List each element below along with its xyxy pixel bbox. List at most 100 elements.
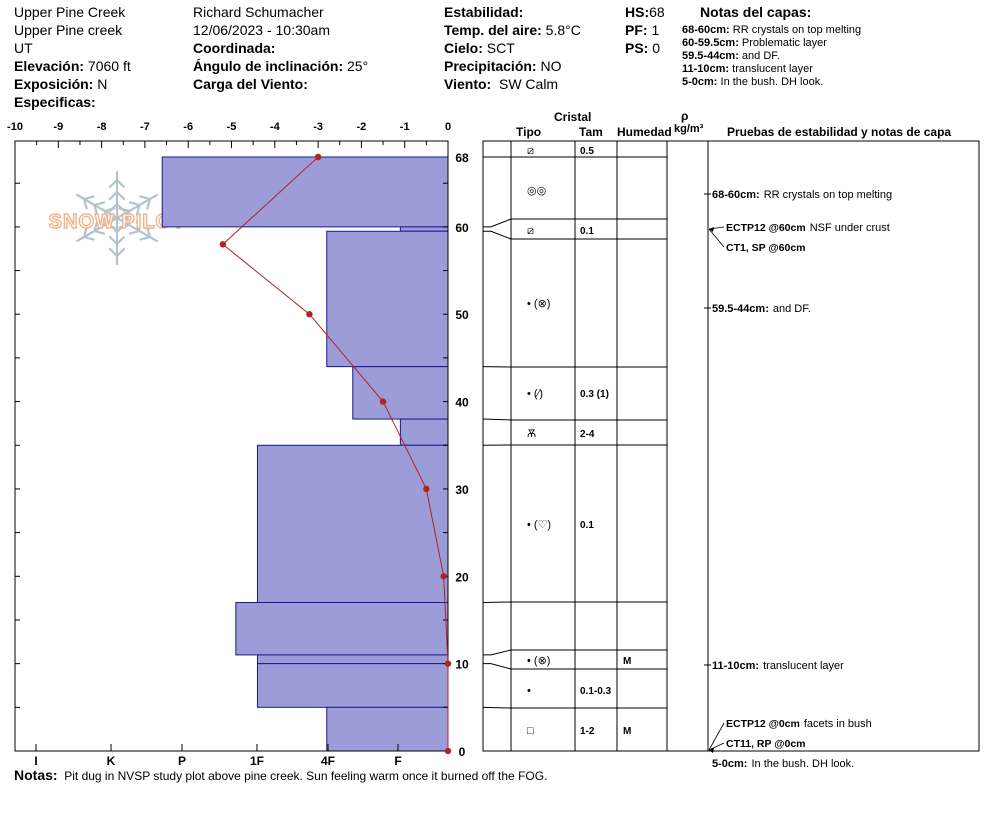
stability-label: Estabilidad: [444,4,524,20]
ps: PS: 0 [625,41,660,55]
density-unit-header: kg/m³ [674,123,704,135]
temp-point [379,398,387,405]
crystal-type-glyph: ◎◎ [527,185,546,197]
stability-test-note: facets in bush [804,718,872,730]
depth-axis: 68 60 50 40 30 20 10 0 [15,151,469,759]
depth-tick-label: 60 [455,221,469,235]
temp-tick-label: -1 [400,121,410,133]
temp-point [314,153,322,161]
temp-tick-label: -9 [53,121,63,133]
stability-test-note: translucent layer [763,660,844,672]
snow-pilot-logo: SNOW PILOT [48,170,185,266]
temp-tick-label: -4 [270,121,281,133]
elevation: Elevación: 7060 ft [14,59,131,73]
stability-test-code: 5-0cm: [712,758,747,770]
stability-test: ECTP12 @0cm facets in bush [726,718,872,730]
aspect-value: N [97,76,108,92]
test-arrow-head [709,748,714,753]
stability-test-code: CT1, SP @60cm [726,242,806,254]
temp-point [423,485,430,493]
precip-label: Precipitación: [444,58,537,74]
stability-test: CT1, SP @60cm [726,242,806,254]
temp-line [222,156,449,751]
temp-tick-label: -6 [183,121,193,133]
sky: Cielo: SCT [444,41,515,55]
snowflake-stroke [128,220,141,235]
slope: Ángulo de inclinación: 25° [193,59,368,73]
layer-note: 5-0cm: In the bush. DH look. [682,77,823,88]
stability-test-code: CT11, RP @0cm [726,738,806,750]
crystal-size: 0.1 [580,226,594,237]
notes: Notas: Pit dug in NVSP study plot above … [14,768,547,782]
pf-label: PF: [625,22,648,38]
observer: Richard Schumacher [193,4,324,20]
humidity-header: Humedad [617,125,672,139]
crystal-type-glyph: ⧄ [527,145,534,157]
precip-value: NO [540,58,562,74]
test-arrow [708,742,725,751]
aspect: Exposición: N [14,77,107,91]
strat-connector [483,218,512,228]
stability-test: 59.5-44cm: and DF. [712,303,811,315]
depth-tick-label: 10 [455,658,469,672]
pf-value: 1 [651,22,660,38]
snowflake-stroke [139,195,152,210]
layer-note-text: Problematic layer [738,37,827,49]
depth-tick-label: 30 [455,483,469,497]
snowflake-stroke [93,201,106,216]
sky-value: SCT [486,40,515,56]
hardness-bar [399,418,449,446]
crystal-type-glyph: • (⁄) [527,388,543,400]
air-temp-label: Temp. del aire: [444,22,542,38]
snowflake-arm [76,193,119,222]
layer-note-range: 59.5-44cm: [682,50,739,62]
sublocation: Upper Pine creek [14,22,123,38]
specifics-label: Especificas: [14,94,96,110]
wind: Viento: SW Calm [444,77,558,91]
hardness-bar [352,366,449,420]
size-header: Tam [579,125,603,139]
snowflake-stroke [108,178,126,189]
snowflake-stroke [103,207,116,222]
ps-label: PS: [625,40,649,56]
depth-tick-label: 50 [455,308,469,322]
crystal-type-glyph: Ѫ [527,428,536,440]
layer-notes-title: Notas del capas: [700,4,812,20]
crystal-size: 2-4 [580,429,595,440]
temp-tick-label: -10 [7,121,23,133]
air-temp-value: 5.8°C [545,22,581,38]
stability-test-code: ECTP12 @60cm [726,222,806,234]
crystal-size: 0.3 (1) [580,389,609,400]
stability-test-note: In the bush. DH look. [751,758,854,770]
hardness-tick-label: 1F [250,754,264,768]
crystal-size: 0.5 [580,146,594,157]
hardness-bar [326,706,449,752]
crystal-type-glyph: • (⊗) [527,298,550,310]
layer-note-text: translucent layer [729,63,813,75]
hardness-tick-label: I [34,754,37,768]
crystal-header: Cristal [554,110,592,124]
snowflake-stroke [128,201,141,216]
snowflake-stroke [108,247,126,258]
test-arrow-head [709,227,714,232]
crystal-type-glyph: ⧄ [527,225,534,237]
crystal-type-glyph: • (⊗) [527,655,550,667]
pf: PF: 1 [625,23,659,37]
stability-test-code: 11-10cm: [712,660,759,672]
hs-value: 68 [649,4,665,20]
layer-note-range: 68-60cm: [682,24,730,36]
temp-point [444,747,452,755]
stability-test: CT11, RP @0cm [726,738,806,750]
stability-test-code: 68-60cm: [712,189,760,201]
stability-test-code: 59.5-44cm: [712,303,769,315]
slope-value: 25° [347,58,369,74]
temp-point [444,660,452,667]
strat-connector [482,706,512,709]
strat-connector [483,663,512,670]
hardness-tick-label: K [107,754,116,768]
coordinate-label: Coordinada: [193,40,276,56]
snowflake-stroke [82,226,95,241]
stability-tests: 68-60cm: RR crystals on top melting ECTP12… [704,189,892,770]
layer-note: 59.5-44cm: and DF. [682,51,780,62]
